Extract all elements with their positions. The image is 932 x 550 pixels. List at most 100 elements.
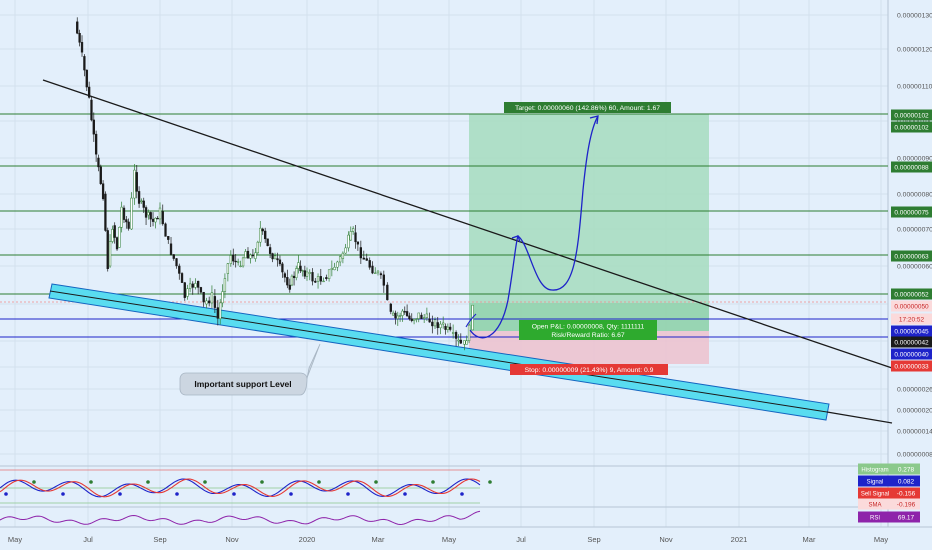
candle-body — [188, 283, 192, 289]
candle-body — [433, 319, 437, 327]
candle-body — [362, 257, 365, 260]
price-axis-label: 0.00000040 — [891, 348, 932, 360]
price-axis-label-text: 0.00000088 — [894, 165, 929, 172]
candle-body — [130, 197, 133, 230]
candle-body — [276, 258, 279, 261]
candle-body — [311, 272, 314, 282]
candle-body — [281, 263, 284, 273]
price-axis-label: 0.00000045 — [891, 325, 932, 337]
candle-body — [221, 291, 224, 304]
candle-body — [336, 261, 339, 268]
indicator-value: 69.17 — [898, 515, 915, 522]
x-tick-label: May — [874, 535, 888, 544]
candle-body — [354, 232, 357, 243]
candle-body — [99, 166, 102, 184]
candle-body — [219, 302, 222, 320]
indicator-tag: SMA -0.196 — [858, 498, 920, 510]
candle-body — [292, 275, 296, 278]
oscillator-dot — [118, 492, 122, 496]
indicator-name: Signal — [867, 480, 884, 486]
x-tick-label: Mar — [803, 535, 816, 544]
support-callout — [179, 343, 321, 396]
candle-body — [467, 324, 471, 342]
candle-body — [122, 207, 126, 220]
candle-body — [199, 287, 203, 293]
candle-body — [254, 252, 257, 259]
candle-body — [249, 254, 252, 259]
projected-arrow — [589, 115, 599, 125]
candle-body — [101, 183, 105, 200]
candle-body — [197, 280, 200, 288]
y-tick-label: 0.00000080 — [897, 192, 932, 199]
oscillator-dot — [61, 492, 65, 496]
candle-body — [322, 280, 325, 283]
candle-body — [140, 200, 143, 202]
oscillator-dot — [317, 480, 321, 484]
price-axis-label-box — [891, 109, 932, 121]
candle-body — [183, 282, 186, 298]
price-axis-label-text: 0.00000052 — [894, 292, 929, 299]
candle-body — [251, 254, 255, 257]
indicator-tag: Histogram 0.278 — [858, 463, 920, 475]
projected-arrow — [511, 235, 521, 243]
candle-body — [244, 251, 247, 259]
price-axis-label-text: 0.00000045 — [894, 329, 929, 336]
indicator-value-box — [892, 498, 920, 510]
candle-body — [118, 227, 121, 248]
indicator-value: 0.278 — [898, 467, 915, 474]
candle-body — [347, 234, 350, 249]
candle-body — [338, 256, 342, 263]
candle-body — [226, 263, 230, 274]
candle-body — [368, 260, 371, 268]
grid-lines — [0, 0, 888, 527]
y-tick-label: 0.00000070 — [897, 227, 932, 234]
price-axis-label-box — [891, 336, 932, 348]
x-tick-label: Nov — [225, 535, 239, 544]
oscillator-panel — [0, 478, 492, 498]
indicator-name-box — [858, 475, 892, 487]
candle-body — [234, 260, 237, 263]
rr-label: Risk/Reward Ratio: 6.67 — [551, 332, 625, 339]
candle-body — [428, 318, 431, 323]
candle-body — [144, 207, 148, 218]
candle-body — [465, 340, 468, 345]
x-tick-label: Jul — [83, 535, 93, 544]
candle-body — [356, 241, 360, 245]
candle-body — [382, 274, 385, 286]
candle-body — [135, 172, 138, 192]
candle-body — [108, 241, 112, 267]
price-axis-label-box — [891, 161, 932, 173]
price-axis-label: 0.00000075 — [891, 206, 932, 218]
indicator-value-box — [892, 487, 920, 499]
candle-body — [175, 258, 178, 267]
candle-body — [213, 296, 217, 308]
candle-body — [379, 273, 383, 276]
candle-body — [444, 325, 447, 330]
x-tick-label: Jul — [516, 535, 526, 544]
oscillator-dot — [203, 480, 207, 484]
oscillator-dot — [460, 492, 464, 496]
candle-body — [154, 217, 157, 223]
price-axis-label-text: 0.00000040 — [894, 352, 929, 359]
candle-body — [76, 21, 79, 34]
x-tick-label: Sep — [587, 535, 600, 544]
candle-body — [463, 340, 466, 345]
candle-body — [115, 237, 119, 250]
candle-body — [106, 230, 109, 269]
candle-body — [459, 339, 462, 344]
candle-body — [94, 133, 98, 155]
y-tick-label: 0.00000110 — [897, 84, 932, 91]
candle-body — [439, 323, 442, 329]
pnl-label: Open P&L: 0.00000008, Qty: 1111111 — [532, 324, 645, 331]
candle-body — [303, 270, 306, 277]
price-axis-label: 0.00000033 — [891, 360, 932, 372]
y-tick-label: 0.00000008 — [897, 452, 932, 459]
candle-body — [104, 193, 107, 231]
candle-body — [266, 238, 269, 247]
candle-body — [352, 228, 355, 232]
indicator-tag: Signal 0.082 — [858, 475, 920, 487]
descending-trendline — [42, 79, 893, 369]
oscillator-dot — [403, 492, 407, 496]
signal-line — [0, 478, 481, 498]
candle-body — [457, 339, 460, 342]
